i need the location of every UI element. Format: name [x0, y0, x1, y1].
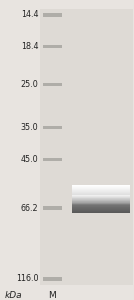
Bar [72, 186, 130, 187]
Bar [72, 186, 130, 187]
Bar [72, 202, 130, 203]
Bar [72, 212, 130, 213]
Bar [72, 189, 130, 190]
Bar [72, 201, 130, 202]
Bar [72, 198, 130, 199]
Text: 116.0: 116.0 [16, 274, 38, 284]
Bar [72, 190, 130, 191]
Bar [72, 199, 130, 200]
Bar [72, 212, 130, 213]
Text: M: M [48, 291, 56, 300]
Bar [43, 277, 62, 281]
Bar [72, 206, 130, 207]
Bar [72, 195, 130, 196]
Text: 25.0: 25.0 [21, 80, 38, 89]
Bar [72, 193, 130, 194]
Text: kDa: kDa [5, 291, 22, 300]
Bar [43, 206, 62, 210]
Bar [72, 185, 130, 186]
Text: 18.4: 18.4 [21, 41, 38, 50]
Bar [72, 210, 130, 211]
Bar [72, 200, 130, 201]
Bar [72, 189, 130, 190]
Bar [72, 202, 130, 203]
Bar [72, 201, 130, 202]
Bar [72, 197, 130, 198]
Bar [72, 188, 130, 189]
Bar [72, 188, 130, 189]
Bar [72, 210, 130, 211]
Bar [43, 44, 62, 47]
Bar [72, 207, 130, 208]
Bar [72, 187, 130, 188]
Bar [72, 211, 130, 212]
Text: 14.4: 14.4 [21, 11, 38, 20]
Text: 35.0: 35.0 [21, 123, 38, 132]
Bar [72, 193, 130, 194]
Bar [72, 205, 130, 206]
Bar [72, 204, 130, 205]
Bar [72, 208, 130, 209]
Bar [72, 195, 130, 196]
Bar [43, 126, 62, 129]
Bar [72, 203, 130, 204]
Bar [72, 198, 130, 199]
Bar [72, 206, 130, 207]
Bar [72, 185, 130, 186]
Bar [72, 196, 130, 197]
Bar [72, 207, 130, 208]
Bar [72, 190, 130, 191]
Bar [72, 192, 130, 193]
Bar [72, 191, 130, 192]
Text: 45.0: 45.0 [21, 155, 38, 164]
Bar [72, 192, 130, 193]
Bar [72, 204, 130, 205]
Bar [72, 205, 130, 206]
Bar [72, 199, 130, 200]
Bar [72, 197, 130, 198]
Bar [43, 13, 62, 17]
Bar [72, 203, 130, 204]
Bar [72, 209, 130, 210]
Bar [72, 208, 130, 209]
Bar [72, 187, 130, 188]
Bar [43, 158, 62, 161]
Bar [72, 196, 130, 197]
Bar [72, 191, 130, 192]
Bar [72, 209, 130, 210]
Bar [72, 200, 130, 201]
Bar [43, 83, 62, 86]
Bar [40, 9, 133, 285]
Text: 66.2: 66.2 [21, 203, 38, 212]
